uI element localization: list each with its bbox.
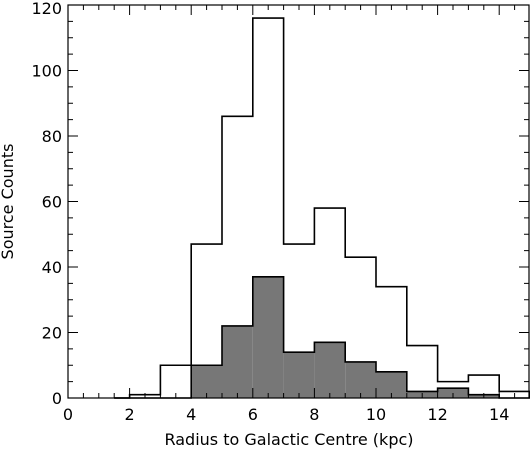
y-tick-labels: 0 20 40 60 80 100 120 bbox=[31, 0, 62, 408]
x-tick-label: 6 bbox=[248, 405, 258, 424]
y-tick-label: 0 bbox=[52, 389, 62, 408]
filled-bar-5 bbox=[252, 276, 284, 398]
plot-frame bbox=[67, 4, 530, 399]
y-tick-label: 120 bbox=[31, 0, 62, 18]
x-tick-label: 0 bbox=[63, 405, 73, 424]
x-tick-label: 12 bbox=[427, 405, 447, 424]
x-axis-label: Radius to Galactic Centre (kpc) bbox=[164, 430, 413, 449]
outline-series-line bbox=[114, 17, 530, 399]
y-tick-label: 40 bbox=[42, 258, 62, 277]
filled-series-layer bbox=[114, 276, 530, 399]
y-axis-label: Source Counts bbox=[0, 144, 17, 260]
filled-bar-6 bbox=[283, 352, 315, 398]
x-tick-label: 8 bbox=[309, 405, 319, 424]
filled-bar-8 bbox=[345, 361, 376, 398]
filled-series-outline bbox=[114, 276, 530, 399]
filled-bar-3 bbox=[191, 365, 222, 398]
x-tick-label: 2 bbox=[125, 405, 135, 424]
y-tick-label: 80 bbox=[42, 127, 62, 146]
filled-bar-7 bbox=[314, 342, 346, 398]
x-tick-label: 10 bbox=[366, 405, 386, 424]
x-tick-label: 14 bbox=[489, 405, 509, 424]
ticks-layer bbox=[67, 4, 530, 399]
x-tick-label: 4 bbox=[186, 405, 196, 424]
y-tick-label: 60 bbox=[42, 193, 62, 212]
x-tick-labels: 0 2 4 6 8 10 12 14 bbox=[63, 405, 509, 424]
filled-bar-4 bbox=[222, 325, 253, 398]
y-tick-label: 20 bbox=[42, 324, 62, 343]
outline-series-layer bbox=[114, 17, 530, 399]
y-tick-label: 100 bbox=[31, 62, 62, 81]
